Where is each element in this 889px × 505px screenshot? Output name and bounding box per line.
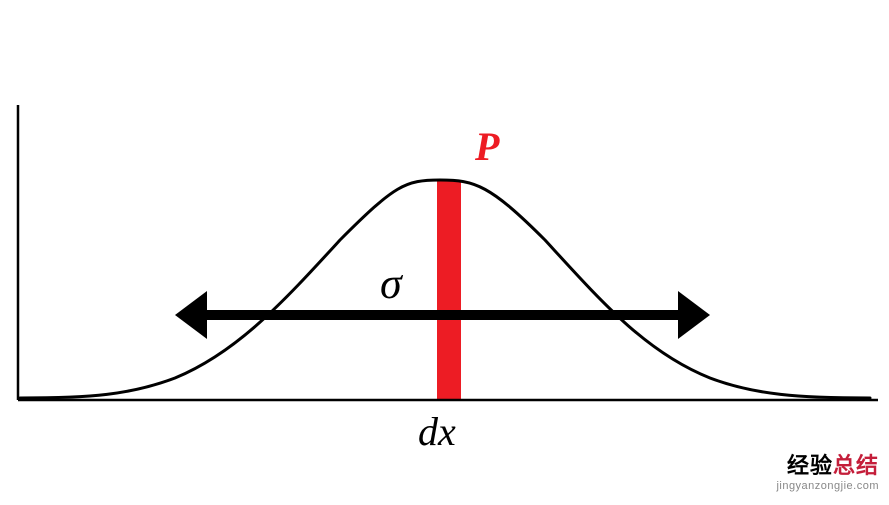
watermark-cn-red: 总结: [833, 453, 879, 478]
watermark-cn-text: 经验总结: [776, 448, 879, 480]
bell-curve-diagram: Pσ dx: [0, 0, 889, 500]
probability-slice: [437, 180, 461, 400]
sigma-arrow-head-right: [678, 291, 710, 339]
chart-svg: Pσ dx: [0, 0, 889, 500]
label-dx: dx: [418, 409, 456, 454]
sigma-arrow-head-left: [175, 291, 207, 339]
watermark-url: jingyanzongjie.com: [776, 480, 879, 492]
watermark-cn-black1: 经验: [787, 453, 833, 478]
label-sigma: σ: [380, 259, 404, 308]
label-P: P: [474, 124, 500, 169]
watermark: 经验总结 jingyanzongjie.com: [776, 448, 879, 492]
